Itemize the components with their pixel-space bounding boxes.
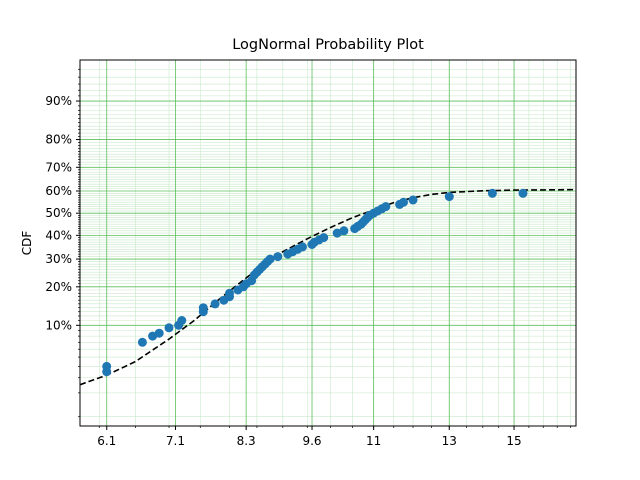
y-tick-label: 10% [45, 318, 72, 332]
x-tick-label: 7.1 [166, 434, 185, 448]
x-tick-label: 15 [506, 434, 521, 448]
grid-major [80, 60, 576, 426]
data-point [298, 242, 307, 252]
data-point [198, 303, 208, 313]
y-axis-label: CDF [20, 231, 34, 256]
y-tick-label: 40% [45, 228, 72, 242]
data-point [339, 226, 349, 236]
x-axis: 6.1 7.1 8.3 9.6 11 13 15 [97, 426, 572, 448]
data-point [319, 233, 329, 243]
data-point [177, 316, 187, 325]
fit-line-layer [79, 188, 577, 386]
data-point [487, 188, 497, 198]
data-points-layer [102, 188, 528, 377]
x-tick-label: 8.3 [237, 434, 256, 448]
x-tick-label: 6.1 [97, 434, 116, 448]
data-point [225, 288, 234, 298]
data-point [444, 192, 454, 202]
x-tick-label: 13 [442, 434, 457, 448]
y-tick-label: 50% [45, 206, 72, 220]
data-point [518, 188, 528, 198]
data-point [137, 337, 147, 347]
fitted-cdf-line [79, 188, 577, 386]
plot-area-frame [79, 59, 577, 427]
x-tick-label: 11 [366, 434, 381, 448]
y-axis: 10% 20% 30% 40% 50% 60% 70% 80% 90% [45, 68, 80, 418]
data-point [381, 202, 391, 212]
y-tick-label: 70% [45, 160, 72, 174]
data-point [154, 328, 164, 338]
data-point [273, 252, 283, 262]
data-point [408, 195, 418, 205]
y-tick-label: 80% [45, 133, 72, 147]
data-point [102, 361, 112, 371]
y-tick-label: 20% [45, 280, 72, 294]
y-tick-label: 60% [45, 184, 72, 198]
y-tick-label: 30% [45, 252, 72, 266]
chart-title: LogNormal Probability Plot [232, 37, 424, 53]
data-point [164, 323, 174, 333]
y-tick-label: 90% [45, 94, 72, 108]
data-point [265, 254, 275, 264]
x-tick-label: 9.6 [302, 434, 321, 448]
data-point [399, 197, 408, 207]
data-point [210, 299, 220, 309]
